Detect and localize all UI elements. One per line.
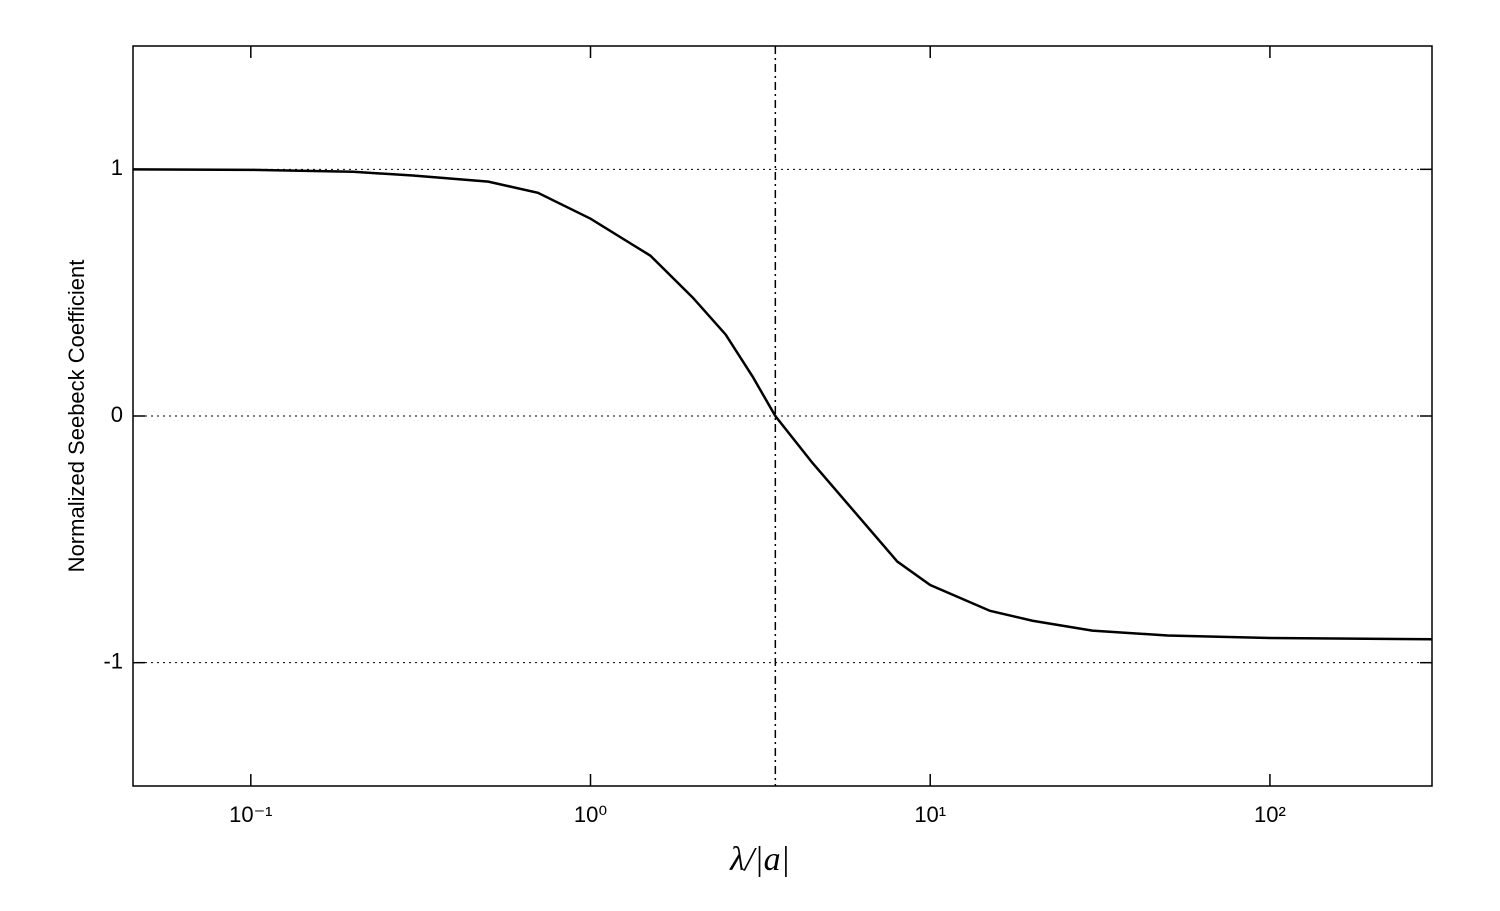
x-tick-label: 10⁻¹	[229, 802, 272, 827]
y-tick-label: 1	[111, 155, 123, 180]
y-axis-label: Normalized Seebeck Coefficient	[64, 260, 89, 573]
data-line	[132, 168, 1433, 641]
y-tick-label: -1	[103, 648, 123, 673]
x-axis-label: λ/|a|	[729, 841, 790, 878]
x-tick-label: 10²	[1254, 802, 1286, 827]
x-tick-label: 10⁰	[574, 802, 607, 827]
x-tick-label: 10¹	[914, 802, 946, 827]
y-tick-label: 0	[111, 402, 123, 427]
